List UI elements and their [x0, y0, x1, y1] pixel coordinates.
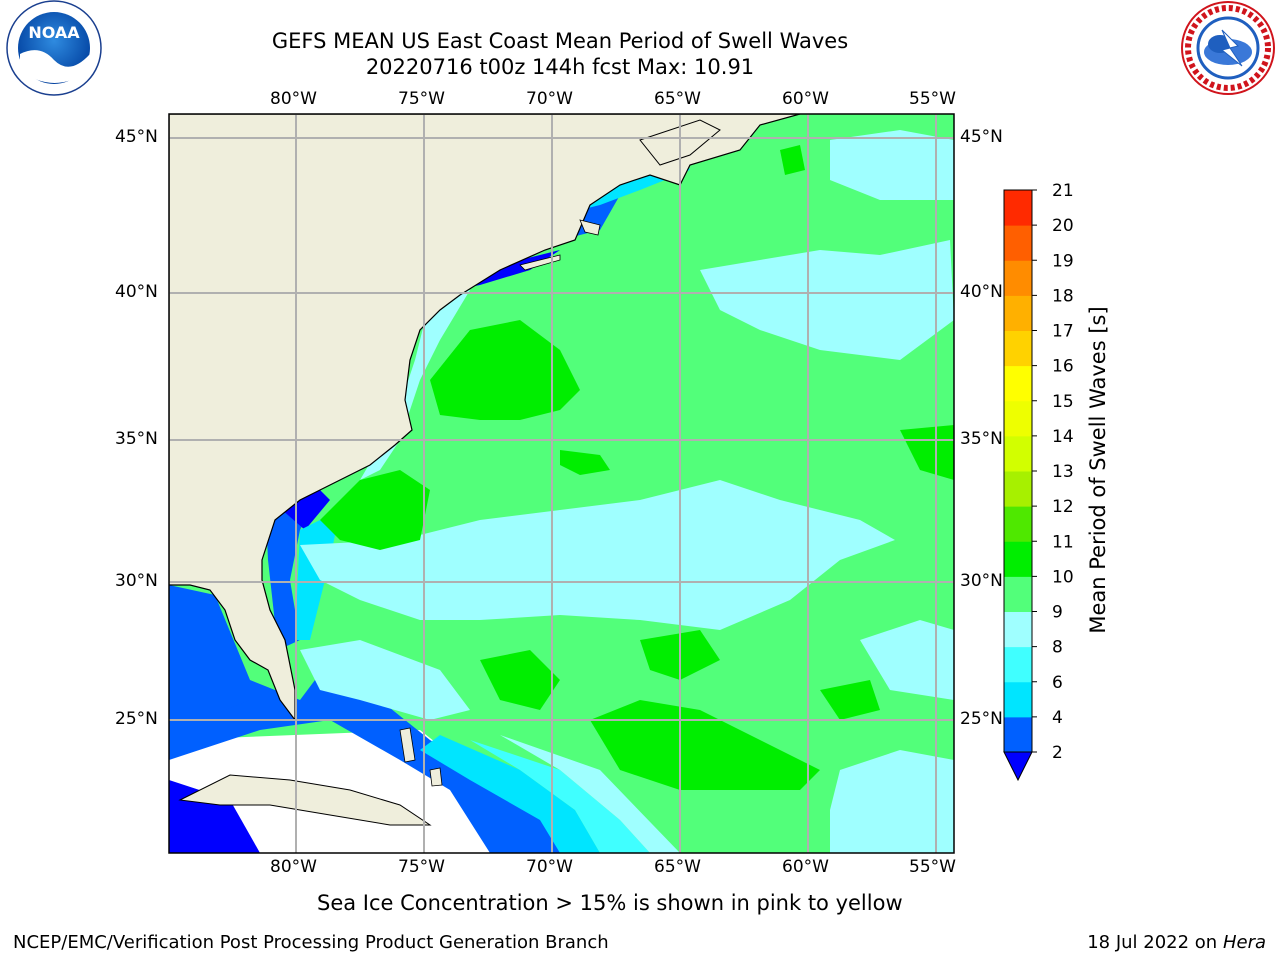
nws-logo-icon	[1181, 1, 1275, 95]
lon-label-bottom: 65°W	[654, 857, 701, 877]
colorbar-tick-label: 6	[1052, 673, 1063, 693]
lat-label-left: 35°N	[115, 429, 158, 449]
lon-label-top: 70°W	[526, 89, 573, 109]
lon-label-top: 65°W	[654, 89, 701, 109]
colorbar-tick-label: 21	[1052, 181, 1074, 201]
noaa-logo-icon: NOAA	[6, 0, 102, 96]
lon-label-top: 60°W	[782, 89, 829, 109]
lat-label-left: 30°N	[115, 571, 158, 591]
colorbar-under-arrow	[1003, 751, 1033, 782]
colorbar-segment	[1004, 295, 1032, 331]
colorbar-tick-label: 9	[1052, 603, 1063, 623]
colorbar-tick-label: 16	[1052, 357, 1074, 377]
colorbar-tick-label: 2	[1052, 743, 1063, 763]
lon-label-top: 80°W	[270, 89, 317, 109]
lat-label-right: 45°N	[960, 127, 1003, 147]
footer-host: Hera	[1222, 932, 1266, 953]
colorbar-tick-label: 10	[1052, 567, 1074, 587]
colorbar-tick-label: 4	[1052, 708, 1063, 728]
lon-label-bottom: 75°W	[398, 857, 445, 877]
colorbar-segment	[1004, 506, 1032, 542]
colorbar-segment	[1004, 716, 1032, 753]
colorbar-segment	[1004, 225, 1032, 261]
colorbar-segment	[1004, 576, 1032, 612]
lat-label-left: 40°N	[115, 282, 158, 302]
colorbar: 2 4 6 8 9 10 11 12 13 14 15 16 17 18 19 20 21	[1003, 181, 1074, 782]
colorbar-tick-label: 19	[1052, 251, 1074, 271]
colorbar-segment	[1004, 435, 1032, 472]
lon-label-top: 75°W	[398, 89, 445, 109]
lon-label-bottom: 55°W	[909, 857, 956, 877]
colorbar-tick-label: 20	[1052, 216, 1074, 236]
colorbar-segment	[1004, 541, 1032, 577]
svg-text:NOAA: NOAA	[28, 23, 80, 42]
lon-label-bottom: 60°W	[782, 857, 829, 877]
colorbar-tick-label: 13	[1052, 462, 1074, 482]
map-gridlines	[169, 114, 954, 853]
colorbar-segment	[1004, 260, 1032, 296]
map-frame	[168, 113, 955, 854]
colorbar-tick-label: 17	[1052, 322, 1074, 342]
footer-date-text: 18 Jul 2022 on	[1087, 932, 1223, 953]
colorbar-tick-label: 11	[1052, 532, 1074, 552]
sea-ice-caption: Sea Ice Concentration > 15% is shown in …	[317, 891, 903, 915]
lon-label-bottom: 70°W	[526, 857, 573, 877]
lat-label-left: 25°N	[115, 709, 158, 729]
colorbar-tick-label: 14	[1052, 427, 1074, 447]
colorbar-label: Mean Period of Swell Waves [s]	[1086, 306, 1110, 634]
colorbar-segment	[1004, 681, 1032, 718]
lat-label-right: 30°N	[960, 571, 1003, 591]
colorbar-tick-label: 12	[1052, 497, 1074, 517]
colorbar-segment	[1004, 330, 1032, 367]
lat-label-right: 25°N	[960, 709, 1003, 729]
chart-title: GEFS MEAN US East Coast Mean Period of S…	[271, 29, 849, 53]
footer-credit: NCEP/EMC/Verification Post Processing Pr…	[13, 932, 609, 953]
chart-subtitle: 20220716 t00z 144h fcst Max: 10.91	[365, 55, 755, 79]
lat-label-right: 40°N	[960, 282, 1003, 302]
colorbar-tick-label: 8	[1052, 638, 1063, 658]
lat-label-left: 45°N	[115, 127, 158, 147]
lon-label-bottom: 80°W	[270, 857, 317, 877]
footer-date: 18 Jul 2022 on Hera	[1087, 932, 1266, 953]
colorbar-segment	[1004, 365, 1032, 402]
colorbar-segment	[1004, 646, 1032, 683]
colorbar-tick-label: 15	[1052, 392, 1074, 412]
colorbar-tick-label: 18	[1052, 286, 1074, 306]
colorbar-segment	[1004, 471, 1032, 507]
colorbar-segment	[1004, 400, 1032, 437]
lat-label-right: 35°N	[960, 429, 1003, 449]
lon-label-top: 55°W	[909, 89, 956, 109]
colorbar-segment	[1004, 611, 1032, 648]
colorbar-segment	[1004, 190, 1032, 226]
